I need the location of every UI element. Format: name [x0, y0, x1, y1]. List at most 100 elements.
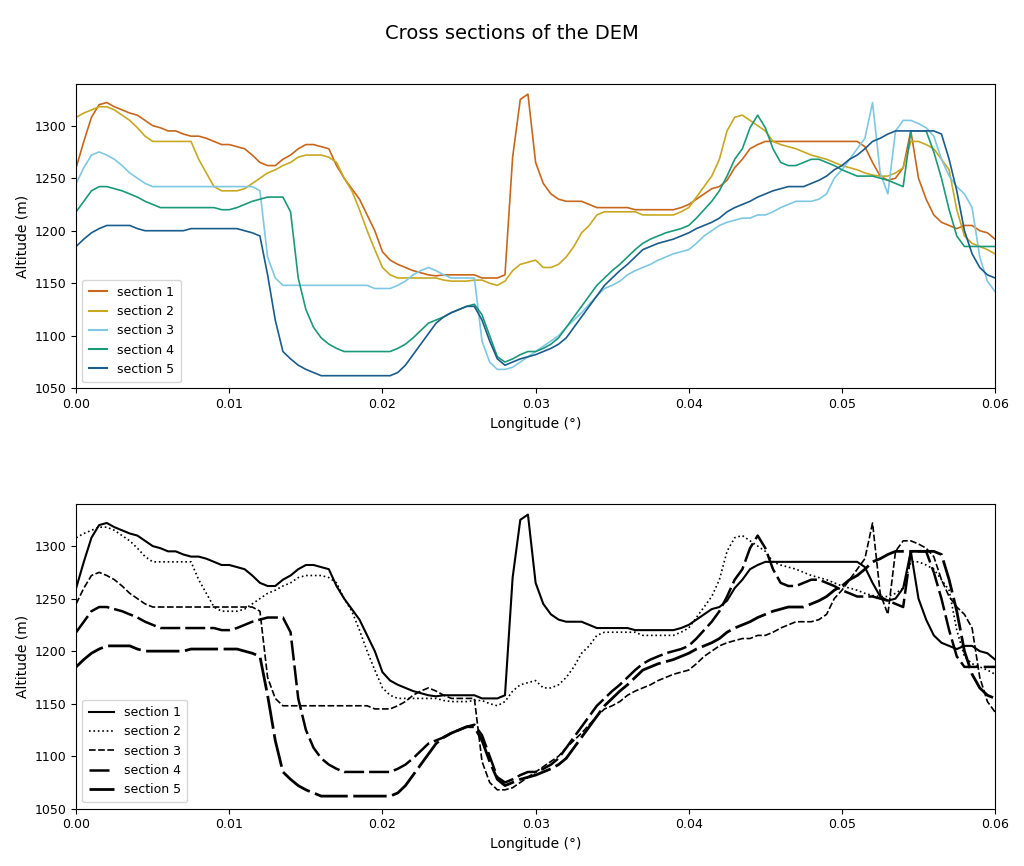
section 1 [706, 184, 718, 194]
section 3 [492, 365, 504, 375]
section 4 [943, 625, 955, 636]
section 1 [706, 604, 718, 614]
section 4 [162, 623, 174, 633]
section 4 [162, 203, 174, 213]
section 1 [162, 126, 174, 136]
section 2 [989, 669, 1001, 680]
section 5 [890, 546, 902, 557]
section 4 [70, 207, 82, 217]
Line: section 3: section 3 [76, 102, 995, 370]
section 1 [659, 204, 672, 215]
section 3 [162, 602, 174, 612]
section 3 [943, 171, 955, 181]
section 1 [461, 269, 473, 280]
section 5 [652, 238, 665, 249]
section 5 [162, 225, 174, 236]
Line: section 5: section 5 [76, 131, 995, 376]
Y-axis label: Altitude (m): Altitude (m) [15, 194, 29, 277]
section 4 [652, 230, 665, 241]
Y-axis label: Altitude (m): Altitude (m) [15, 615, 29, 698]
section 5 [698, 641, 711, 651]
section 4 [943, 204, 955, 215]
section 1 [476, 273, 488, 283]
section 2 [70, 533, 82, 543]
section 1 [522, 509, 535, 520]
section 5 [698, 220, 711, 230]
section 3 [285, 701, 297, 711]
section 2 [292, 152, 304, 162]
section 2 [706, 591, 718, 602]
section 3 [866, 518, 879, 528]
section 1 [162, 546, 174, 557]
section 2 [170, 557, 182, 567]
section 3 [162, 181, 174, 191]
section 1 [989, 655, 1001, 665]
section 5 [989, 273, 1001, 283]
section 1 [461, 690, 473, 701]
Text: Cross sections of the DEM: Cross sections of the DEM [385, 24, 639, 43]
section 2 [492, 280, 504, 290]
section 3 [285, 280, 297, 290]
section 2 [659, 630, 672, 641]
section 3 [943, 591, 955, 602]
section 3 [652, 255, 665, 265]
section 4 [70, 627, 82, 637]
section 4 [461, 721, 473, 732]
Line: section 5: section 5 [76, 552, 995, 796]
section 4 [652, 651, 665, 662]
section 5 [70, 242, 82, 252]
section 1 [70, 583, 82, 593]
Legend: section 1, section 2, section 3, section 4, section 5: section 1, section 2, section 3, section… [82, 280, 181, 382]
Line: section 4: section 4 [76, 535, 995, 783]
section 1 [476, 693, 488, 703]
section 5 [285, 774, 297, 785]
X-axis label: Longitude (°): Longitude (°) [489, 417, 582, 430]
section 2 [70, 112, 82, 122]
Line: section 2: section 2 [76, 107, 995, 285]
section 5 [989, 693, 1001, 703]
section 4 [499, 778, 511, 788]
section 4 [461, 301, 473, 312]
section 2 [659, 210, 672, 220]
section 3 [652, 675, 665, 686]
section 3 [989, 287, 1001, 297]
section 2 [93, 101, 105, 112]
section 2 [468, 275, 480, 285]
section 4 [285, 627, 297, 637]
section 2 [706, 171, 718, 181]
section 3 [492, 785, 504, 795]
section 5 [943, 574, 955, 585]
section 4 [499, 357, 511, 367]
section 4 [752, 110, 764, 120]
section 2 [292, 572, 304, 583]
section 1 [285, 571, 297, 581]
section 3 [698, 651, 711, 662]
section 2 [943, 585, 955, 596]
section 1 [989, 234, 1001, 244]
section 3 [461, 273, 473, 283]
Line: section 2: section 2 [76, 527, 995, 706]
section 3 [70, 178, 82, 189]
X-axis label: Longitude (°): Longitude (°) [489, 837, 582, 851]
section 4 [989, 242, 1001, 252]
section 5 [70, 662, 82, 672]
section 3 [70, 598, 82, 609]
section 4 [989, 662, 1001, 672]
section 5 [315, 371, 328, 381]
section 5 [943, 154, 955, 165]
section 2 [93, 522, 105, 533]
section 4 [285, 207, 297, 217]
section 4 [698, 625, 711, 636]
section 4 [698, 204, 711, 215]
section 5 [315, 791, 328, 801]
section 3 [698, 230, 711, 241]
Line: section 4: section 4 [76, 115, 995, 362]
section 2 [989, 249, 1001, 259]
section 5 [890, 126, 902, 136]
section 1 [943, 220, 955, 230]
section 1 [522, 89, 535, 100]
section 1 [943, 641, 955, 651]
section 1 [659, 625, 672, 636]
section 5 [285, 353, 297, 364]
section 2 [468, 695, 480, 706]
